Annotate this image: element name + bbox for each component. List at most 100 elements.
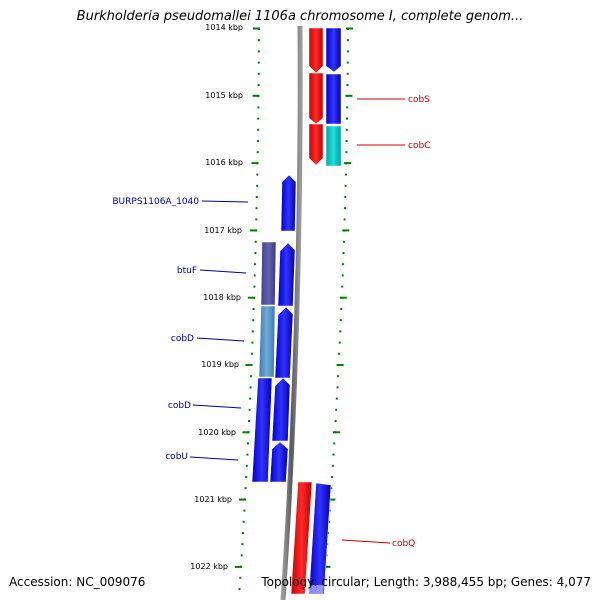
gene-feature-BURPS1106A_1040[interactable] xyxy=(280,174,297,232)
tick-dot xyxy=(238,588,241,590)
gene-feature[interactable] xyxy=(290,481,313,595)
gene-label[interactable]: cobU xyxy=(165,452,188,462)
chromosome-backbone xyxy=(280,25,303,600)
tick-label: 1016 kbp xyxy=(205,158,243,167)
tick-dot xyxy=(244,487,247,490)
tick-dot xyxy=(328,509,331,512)
gene-label[interactable]: cobS xyxy=(408,95,430,105)
tick-dot xyxy=(254,252,257,254)
tick-dot xyxy=(334,420,337,422)
tick-dot xyxy=(337,375,340,378)
tick-dot xyxy=(257,106,260,109)
tick-label: 1021 kbp xyxy=(194,495,232,504)
tick-dot xyxy=(331,464,334,467)
tick-dot xyxy=(346,61,349,64)
tick-dot xyxy=(255,218,258,221)
tick-major xyxy=(253,27,260,30)
tick-dot xyxy=(345,128,348,131)
tick-dot xyxy=(335,408,338,411)
topology-summary: Topology: circular; Length: 3,988,455 bp… xyxy=(261,575,591,589)
gene-feature[interactable] xyxy=(308,27,324,74)
gene-label[interactable]: btuF xyxy=(177,266,197,276)
gene-feature-cobD[interactable] xyxy=(271,377,291,442)
genes-outer-track xyxy=(290,27,342,595)
tick-dot xyxy=(339,330,342,333)
tick-dot xyxy=(253,274,256,277)
tick-dot xyxy=(249,386,252,389)
tick-major xyxy=(248,296,255,299)
gene-label[interactable]: cobD xyxy=(168,401,191,411)
tick-dot xyxy=(258,39,260,42)
tick-major xyxy=(332,431,340,434)
tick-major xyxy=(346,27,353,30)
tick-dot xyxy=(327,520,330,523)
tick-dot xyxy=(247,442,249,445)
tick-major xyxy=(344,162,352,165)
gene-feature[interactable] xyxy=(258,305,276,378)
tick-label: 1017 kbp xyxy=(204,226,242,235)
tick-label: 1020 kbp xyxy=(198,428,236,437)
gene-feature[interactable] xyxy=(325,73,342,125)
genes-inner-track xyxy=(251,174,297,483)
gene-feature[interactable] xyxy=(260,241,277,306)
gene-feature-cobQ[interactable] xyxy=(308,482,332,595)
gene-feature-shadow xyxy=(308,585,324,594)
tick-dot xyxy=(251,330,254,333)
tick-label: 1015 kbp xyxy=(205,91,243,100)
tick-dot xyxy=(341,274,344,277)
gene-feature[interactable] xyxy=(308,123,324,166)
accession-text: Accession: NC_009076 xyxy=(9,575,146,589)
gene-feature[interactable] xyxy=(308,72,324,125)
gene-label[interactable]: cobD xyxy=(171,334,194,344)
tick-dot xyxy=(245,476,248,478)
tick-label: 1022 kbp xyxy=(190,562,228,571)
tick-major xyxy=(328,498,336,501)
axis-tick-labels: 1014 kbp 1015 kbp 1016 kbp 1017 kbp 1018… xyxy=(190,23,243,571)
tick-dot xyxy=(253,285,256,288)
tick-major xyxy=(234,565,242,568)
tick-dot xyxy=(344,173,347,176)
tick-dot xyxy=(256,173,259,176)
tick-dot xyxy=(341,285,344,288)
tick-dot xyxy=(243,509,246,512)
tick-dot xyxy=(257,61,260,64)
tick-dot xyxy=(242,532,245,534)
tick-dot xyxy=(346,117,348,120)
gene-feature[interactable] xyxy=(325,27,342,73)
gene-feature-cobC[interactable] xyxy=(325,125,342,167)
tick-dot xyxy=(338,352,341,355)
tick-dot xyxy=(346,50,349,53)
tick-label: 1019 kbp xyxy=(201,360,239,369)
tick-dot xyxy=(257,128,260,131)
tick-dot xyxy=(242,520,245,523)
tick-major xyxy=(345,94,353,97)
tick-dot xyxy=(256,140,259,142)
tick-major xyxy=(339,296,347,299)
gene-label[interactable]: cobQ xyxy=(392,539,415,549)
tick-dot xyxy=(252,308,255,310)
tick-dot xyxy=(336,386,339,389)
tick-dot xyxy=(342,263,345,266)
tick-dot xyxy=(245,464,248,467)
gene-feature-cobU[interactable] xyxy=(269,441,289,483)
tick-dot xyxy=(346,72,349,75)
gene-feature-btuF[interactable] xyxy=(277,242,296,307)
gene-feature[interactable] xyxy=(251,377,273,483)
tick-dot xyxy=(249,397,252,400)
tick-dot xyxy=(248,408,251,411)
tick-dot xyxy=(346,84,349,86)
map-title: Burkholderia pseudomallei 1106a chromoso… xyxy=(76,9,524,24)
tick-dot xyxy=(342,240,345,243)
label-leaders xyxy=(189,98,405,544)
tick-dot xyxy=(251,352,253,355)
tick-dot xyxy=(346,106,349,109)
gene-label[interactable]: BURPS1106A_1040 xyxy=(112,197,199,207)
tick-dot xyxy=(256,151,259,154)
tick-dot xyxy=(338,341,341,344)
gene-feature-cobD[interactable] xyxy=(274,306,294,379)
tick-dot xyxy=(344,196,347,198)
tick-major xyxy=(252,94,260,97)
tick-label: 1014 kbp xyxy=(205,23,243,32)
tick-dot xyxy=(257,50,260,53)
gene-label[interactable]: cobC xyxy=(408,141,430,151)
